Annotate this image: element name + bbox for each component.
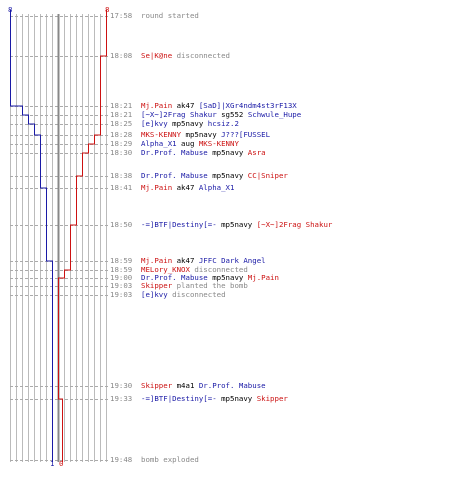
blue-start-count: 8 [8,5,13,14]
red-team-alive-line [58,10,107,462]
weapon-name: mp5navy [167,119,208,128]
player-name: Dr.Prof. Mabuse [141,273,208,282]
event-row: 18:59 MELory_KNOX disconnected [110,265,248,275]
weapon-name: ak47 [172,101,199,110]
player-name: -=]BTF|Destiny[=- [141,220,217,229]
event-row: 18:28 MKS-KENNY mp5navy J???[FUSSEL [110,130,270,140]
event-time: 18:25 [110,119,133,128]
event-time: 18:21 [110,110,133,119]
event-row: 18:41 Mj.Pain ak47 Alpha_X1 [110,183,234,193]
event-time: 18:30 [110,148,133,157]
event-time: 19:48 [110,455,133,464]
event-time: 18:50 [110,220,133,229]
player-name: Dr.Prof. Mabuse [141,171,208,180]
event-row: 19:03 Skipper planted the bomb [110,281,248,291]
weapon-name: ak47 [172,256,199,265]
player-name: MKS-KENNY [198,139,239,148]
blue-team-alive-line [10,10,53,462]
event-row: 19:03 [e]kvy disconnected [110,290,226,300]
player-name: -=]BTF|Destiny[=- [141,394,217,403]
player-name: Schwule_Hupe [247,110,302,119]
red-start-count: 8 [105,5,110,14]
event-time: 18:29 [110,139,133,148]
player-name: Alpha_X1 [141,139,177,148]
event-row: 19:00 Dr.Prof. Mabuse mp5navy Mj.Pain [110,273,279,283]
player-name: Skipper [141,281,173,290]
event-time: 17:58 [110,11,133,20]
weapon-name: mp5navy [216,220,257,229]
event-row: 17:58 round started [110,11,199,21]
weapon-name: mp5navy [207,171,248,180]
player-name: MELory_KNOX [141,265,190,274]
event-message: bomb exploded [141,455,199,464]
player-name: JFFC Dark Angel [198,256,266,265]
weapon-name: aug [176,139,199,148]
player-name: [e]kvy [141,119,168,128]
weapon-name: m4a1 [172,381,199,390]
event-time: 19:00 [110,273,133,282]
player-name: Mj.Pain [141,183,173,192]
player-name: hcsiz.2 [207,119,239,128]
weapon-name: mp5navy [207,273,248,282]
event-time: 19:03 [110,281,133,290]
event-row: 18:59 Mj.Pain ak47 JFFC Dark Angel [110,256,266,266]
blue-end-count: 1 [50,459,55,468]
player-name: Mj.Pain [141,256,173,265]
player-name: MKS-KENNY [141,130,182,139]
event-time: 19:30 [110,381,133,390]
player-name: CC|Sniper [247,171,288,180]
player-name: Mj.Pain [141,101,173,110]
player-name: Dr.Prof. Mabuse [141,148,208,157]
event-row: 18:30 Dr.Prof. Mabuse mp5navy Asra [110,148,266,158]
event-row: 18:25 [e]kvy mp5navy hcsiz.2 [110,119,239,129]
player-name: [e]kvy [141,290,168,299]
player-name: [SaD]|XGr4ndm4st3rF13X [198,101,297,110]
event-message: disconnected [167,290,226,299]
event-time: 18:28 [110,130,133,139]
event-row: 19:30 Skipper m4a1 Dr.Prof. Mabuse [110,381,266,391]
event-row: 18:50 -=]BTF|Destiny[=- mp5navy [~X~]2Fra… [110,220,332,230]
weapon-name: mp5navy [207,148,248,157]
event-row: 18:38 Dr.Prof. Mabuse mp5navy CC|Sniper [110,171,288,181]
player-name: Se|K@ne [141,51,173,60]
event-row: 19:33 -=]BTF|Destiny[=- mp5navy Skipper [110,394,288,404]
event-time: 18:59 [110,265,133,274]
player-name: Alpha_X1 [198,183,235,192]
player-name: Skipper [256,394,288,403]
event-row: 18:08 Se|K@ne disconnected [110,51,230,61]
event-row: 19:48 bomb exploded [110,455,199,465]
player-name: [~X~]2Frag Shakur [141,110,217,119]
event-message: disconnected [189,265,248,274]
player-name: Asra [247,148,266,157]
event-message: round started [141,11,199,20]
event-time: 19:33 [110,394,133,403]
player-name: Skipper [141,381,173,390]
player-name: Mj.Pain [247,273,279,282]
event-time: 19:03 [110,290,133,299]
player-name: J???[FUSSEL [221,130,271,139]
event-time: 18:59 [110,256,133,265]
weapon-name: ak47 [172,183,199,192]
event-message: planted the bomb [172,281,248,290]
event-time: 18:38 [110,171,133,180]
event-time: 18:08 [110,51,133,60]
player-name: Dr.Prof. Mabuse [198,381,266,390]
event-time: 18:41 [110,183,133,192]
grid-lines [10,14,107,462]
weapon-name: mp5navy [216,394,257,403]
event-row: 18:21 [~X~]2Frag Shakur sg552 Schwule_Hup… [110,110,301,120]
player-name: [~X~]2Frag Shakur [256,220,333,229]
event-message: disconnected [172,51,231,60]
event-time: 18:21 [110,101,133,110]
weapon-name: mp5navy [181,130,222,139]
weapon-name: sg552 [216,110,248,119]
event-row: 18:21 Mj.Pain ak47 [SaD]|XGr4ndm4st3rF13X [110,101,297,111]
event-row: 18:29 Alpha_X1 aug MKS-KENNY [110,139,239,149]
red-end-count: 0 [59,459,64,468]
